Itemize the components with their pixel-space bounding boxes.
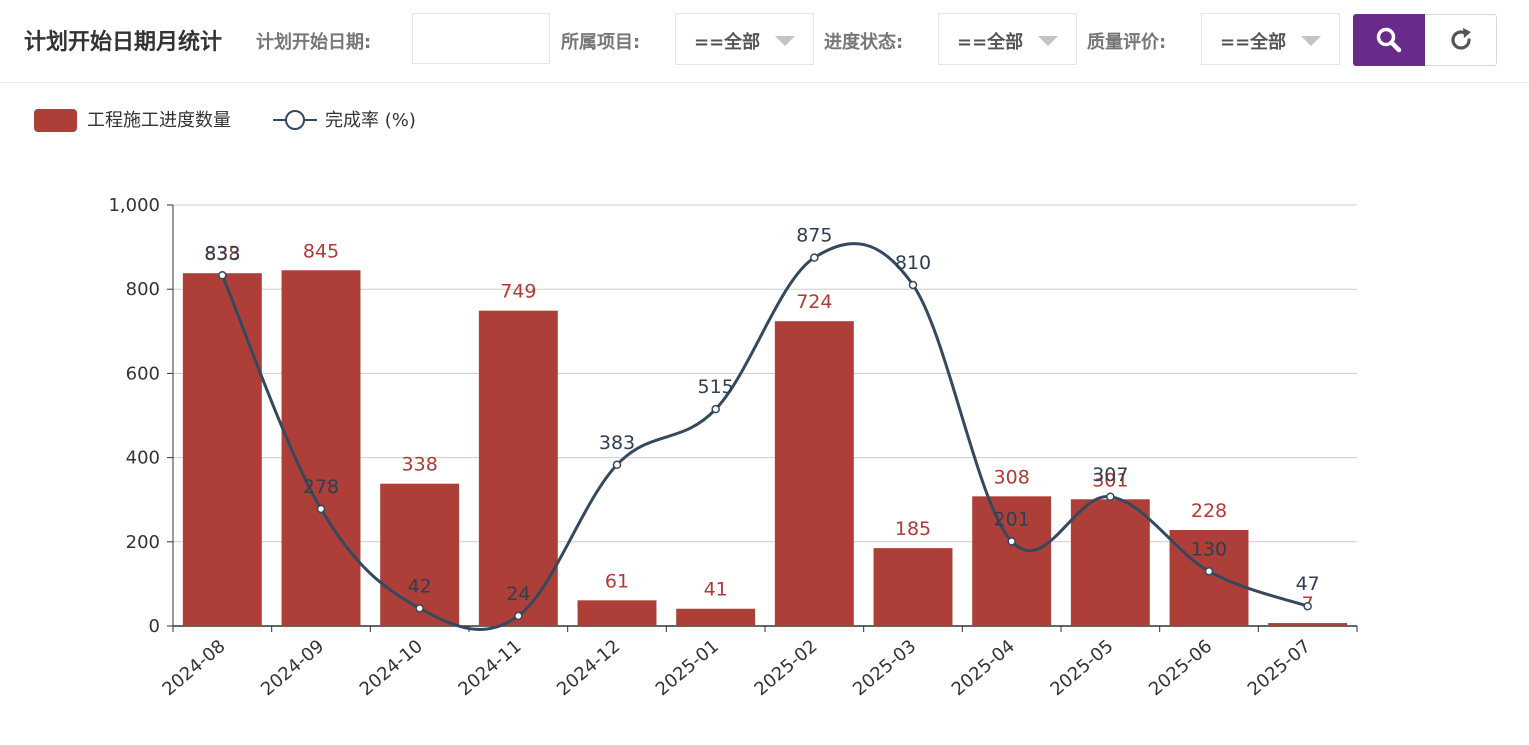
progress-filter-label: 进度状态: (824, 32, 904, 53)
line-data-label: 307 (1092, 464, 1128, 486)
bar-data-label: 301 (1092, 469, 1128, 491)
bar-2024-11 (478, 310, 558, 626)
x-tick-label: 2024-11 (454, 636, 525, 700)
search-button[interactable] (1353, 14, 1425, 66)
y-tick-label: 400 (126, 448, 160, 469)
bar-data-label: 845 (303, 240, 339, 262)
legend-line-marker (285, 110, 305, 130)
quality-select-value: ==全部 (1220, 32, 1287, 53)
x-tick-label: 2025-02 (750, 636, 821, 700)
bar-2024-12 (577, 600, 657, 626)
line-data-label: 810 (895, 252, 931, 274)
x-tick-label: 2025-06 (1145, 636, 1216, 700)
x-tick-label: 2025-03 (849, 636, 920, 700)
bar-2025-05 (1070, 499, 1150, 626)
x-tick-label: 2025-07 (1244, 636, 1315, 700)
chevron-down-icon (1038, 36, 1058, 46)
y-tick-label: 800 (126, 279, 160, 300)
line-point (810, 253, 819, 262)
y-tick-label: 200 (126, 532, 160, 553)
project-filter-label: 所属项目: (561, 32, 641, 53)
bar-2024-08 (182, 273, 262, 626)
bar-2025-07 (1268, 623, 1348, 626)
bar-data-label: 185 (895, 518, 931, 540)
y-tick-label: 600 (126, 363, 160, 384)
start-date-input[interactable] (412, 13, 550, 64)
line-data-label: 278 (303, 476, 339, 498)
bar-data-label: 61 (605, 570, 629, 592)
combo-chart: 工程施工进度数量 完成率 (%) 0 200 400 600 800 1,000 2024-08… (34, 109, 1358, 700)
line-point (612, 460, 622, 470)
project-select[interactable]: ==全部 (675, 13, 814, 65)
bar-2025-06 (1169, 530, 1249, 626)
chevron-down-icon (1301, 36, 1321, 46)
line-data-label: 47 (1296, 573, 1320, 595)
quality-filter-label: 质量评价: (1087, 32, 1167, 53)
chevron-down-icon (775, 36, 795, 46)
line-point (711, 404, 720, 414)
bar-data-label: 228 (1191, 500, 1227, 522)
y-tick-label: 0 (149, 616, 160, 637)
x-tick-label: 2025-01 (652, 636, 723, 700)
bar-2025-03 (873, 548, 953, 626)
bar-data-label: 338 (402, 454, 438, 476)
line-data-label: 833 (204, 242, 240, 264)
line-data-label: 24 (506, 583, 530, 605)
bar-data-label: 41 (704, 579, 728, 601)
line-point (514, 611, 523, 621)
line-data-label: 875 (796, 225, 832, 247)
x-tick-label: 2024-08 (158, 636, 229, 700)
refresh-icon (1450, 28, 1471, 50)
bar-data-label: 308 (994, 466, 1030, 488)
x-tick-label: 2024-12 (553, 636, 624, 700)
x-tick-label: 2025-05 (1046, 636, 1117, 700)
line-point (1007, 537, 1016, 546)
bar-data-label: 749 (500, 281, 536, 303)
quality-select[interactable]: ==全部 (1201, 13, 1340, 65)
x-tick-label: 2024-10 (356, 636, 427, 700)
bar-2024-09 (281, 270, 361, 626)
line-data-label: 201 (994, 508, 1030, 530)
line-point (415, 604, 424, 613)
legend-bar-swatch (34, 109, 77, 132)
line-point (908, 280, 918, 290)
bar-2024-10 (380, 483, 460, 626)
line-data-label: 130 (1191, 538, 1227, 560)
chart-legend: 工程施工进度数量 完成率 (%) (34, 109, 416, 132)
line-data-label: 42 (408, 575, 432, 597)
y-tick-label: 1,000 (108, 195, 160, 216)
line-point (1106, 492, 1115, 502)
line-point (1303, 601, 1312, 611)
x-tick-label: 2024-09 (257, 636, 328, 700)
project-select-value: ==全部 (694, 32, 761, 53)
bar-2025-02 (774, 321, 854, 626)
line-data-label: 515 (698, 376, 734, 398)
page-title: 计划开始日期月统计 (24, 30, 223, 55)
line-point (1204, 567, 1214, 576)
bar-data-label: 838 (204, 243, 240, 265)
refresh-button[interactable] (1425, 14, 1497, 66)
filter-toolbar: 计划开始日期月统计 计划开始日期: 所属项目: ==全部 进度状态: ==全部 … (0, 0, 1529, 83)
line-point (218, 271, 227, 280)
legend-line-label: 完成率 (%) (325, 110, 416, 131)
progress-status-select[interactable]: ==全部 (938, 13, 1077, 65)
search-icon (1376, 27, 1402, 53)
line-point (316, 504, 326, 514)
bar-data-label: 724 (796, 291, 832, 313)
progress-select-value: ==全部 (957, 32, 1024, 53)
bar-2025-04 (972, 496, 1052, 626)
bar-2025-01 (676, 608, 756, 626)
line-data-label: 383 (599, 432, 635, 454)
date-filter-label: 计划开始日期: (256, 32, 372, 53)
x-tick-label: 2025-04 (948, 636, 1019, 700)
legend-bar-label: 工程施工进度数量 (87, 110, 231, 131)
